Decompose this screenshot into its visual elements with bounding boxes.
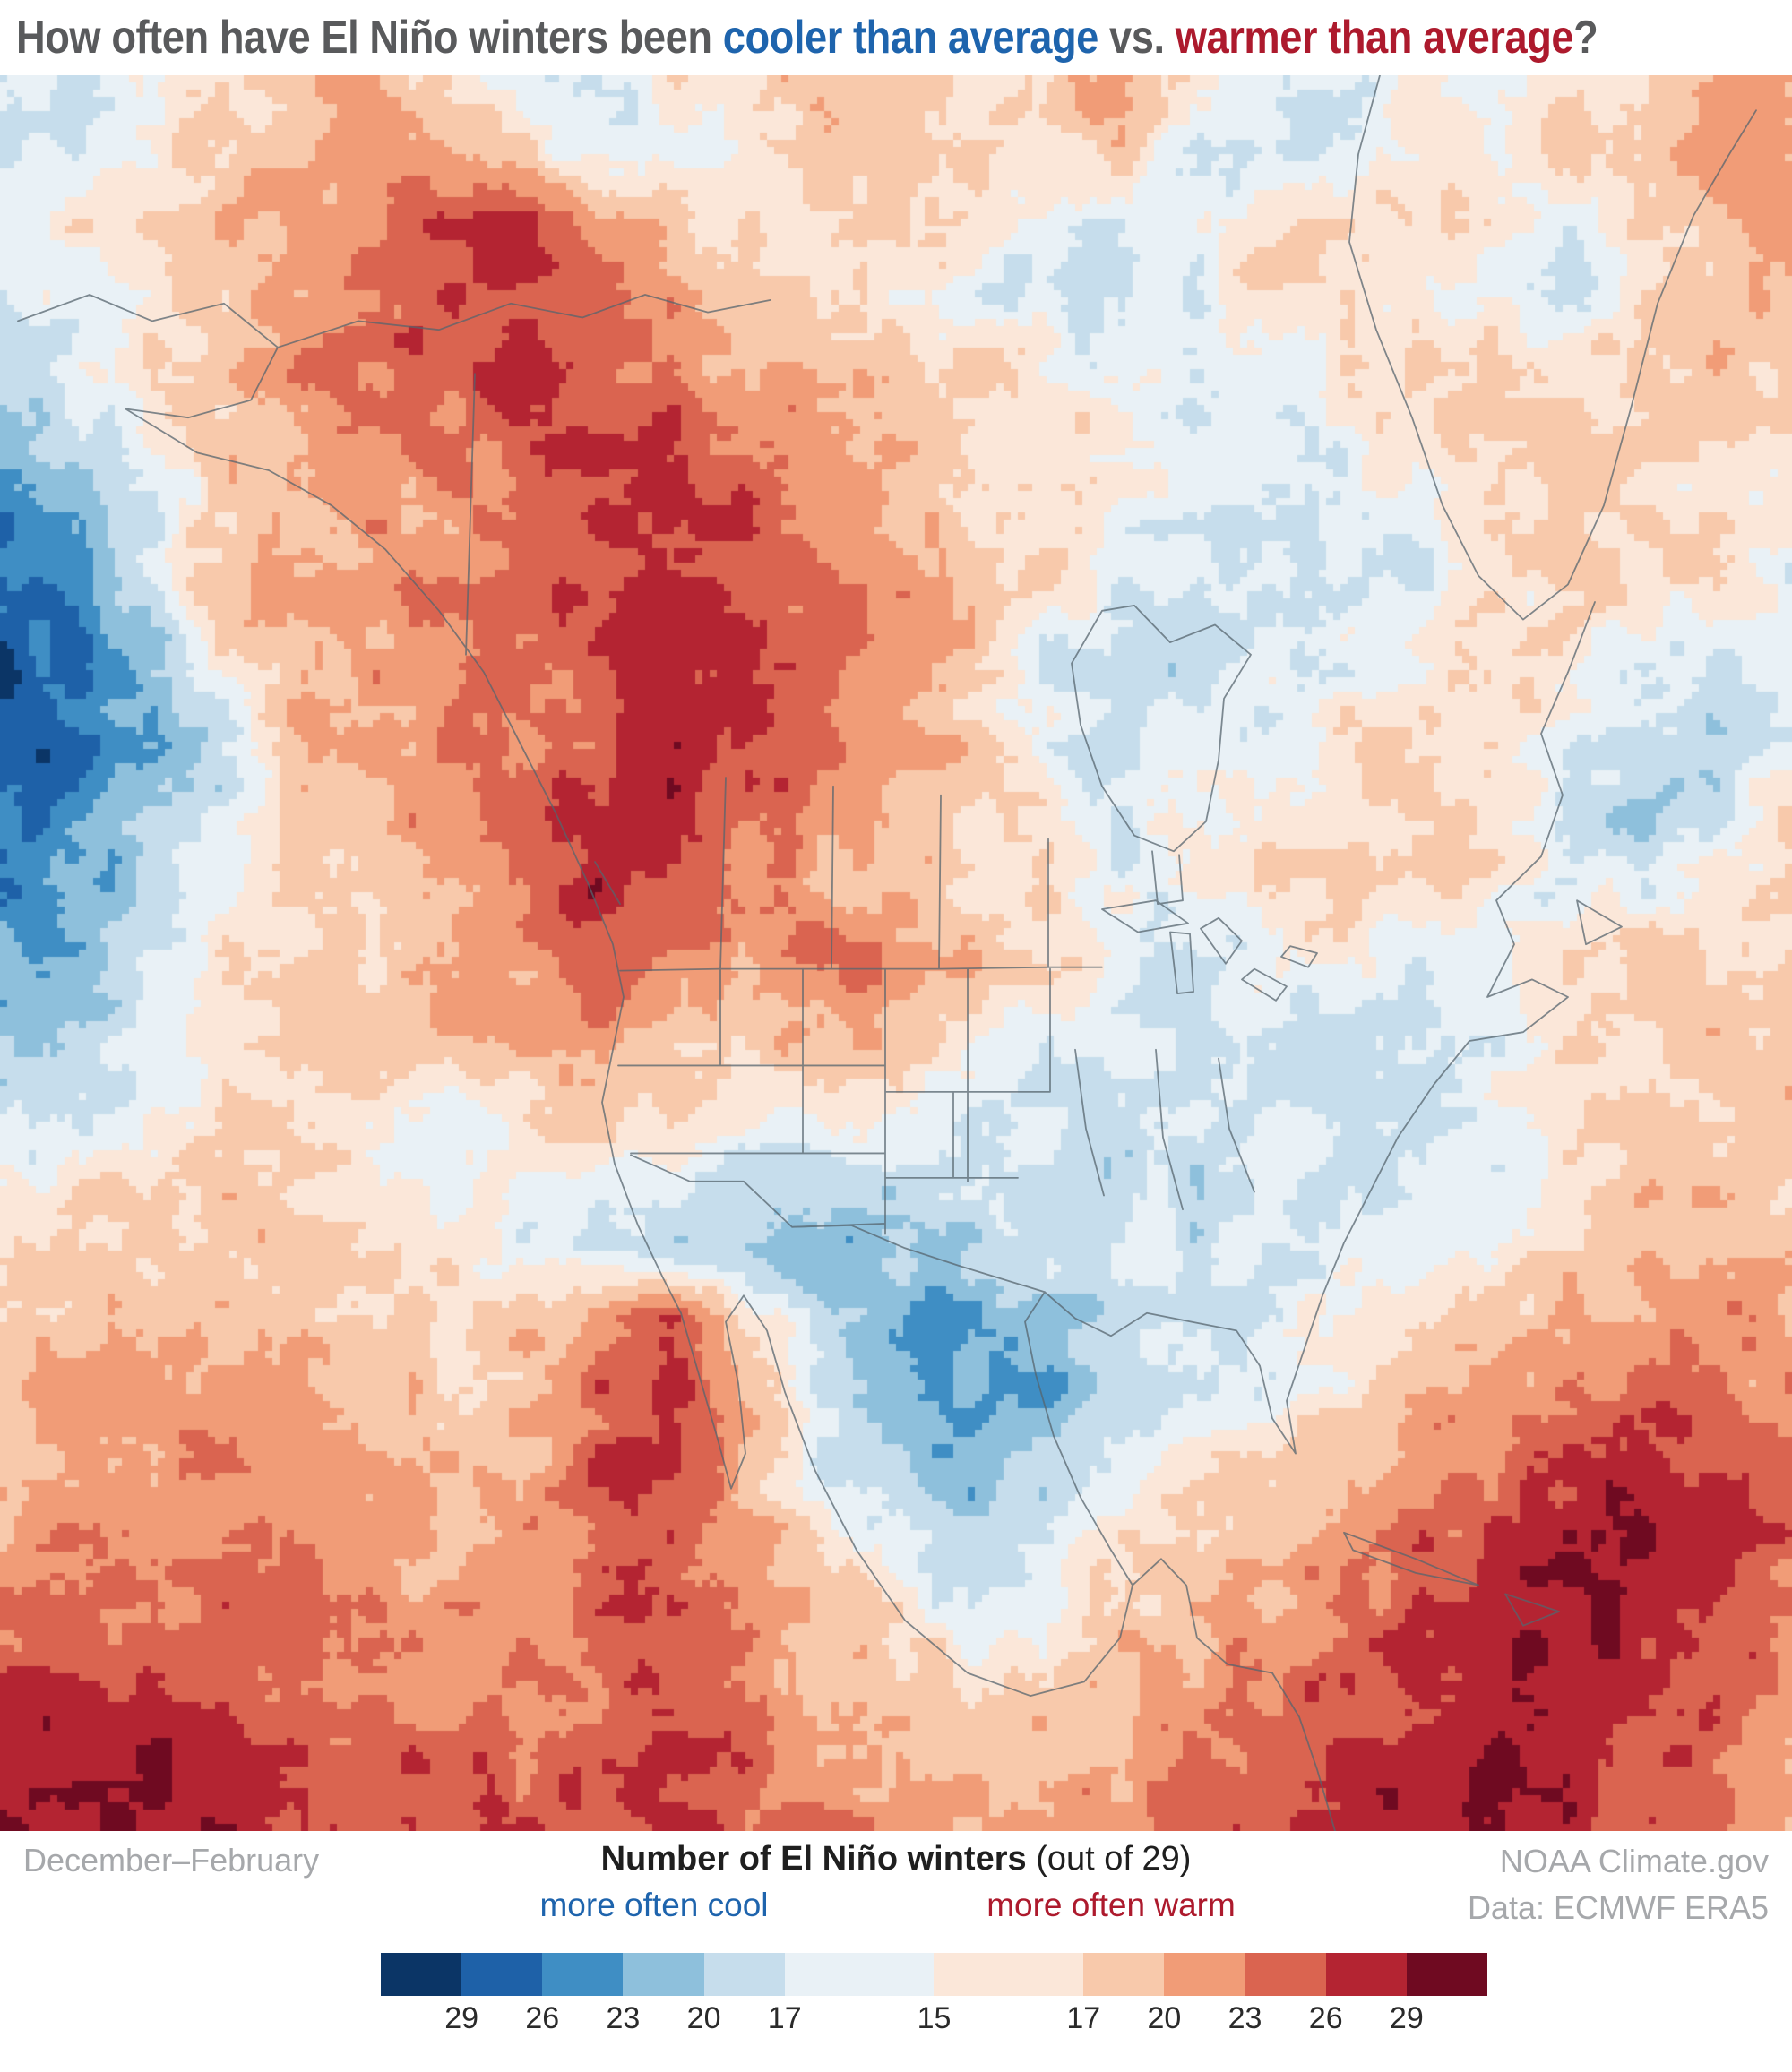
title-part-lead: How often have El Niño winters been	[16, 12, 723, 64]
colorbar-tick-label: 29	[1389, 2001, 1424, 2035]
colorbar-segment	[703, 1953, 785, 1996]
legend-title: Number of El Niño winters (out of 29)	[601, 1840, 1192, 1879]
title-part-vs: vs.	[1098, 12, 1176, 64]
header: How often have El Niño winters been cool…	[0, 0, 1792, 75]
legend-cool-label: more often cool	[539, 1887, 769, 1923]
climate-map-canvas	[0, 75, 1792, 1831]
colorbar-segment	[461, 1953, 543, 1996]
title-part-question-mark: ?	[1573, 12, 1598, 64]
season-label: December–February	[23, 1842, 320, 1879]
credit-data-source: Data: ECMWF ERA5	[1467, 1889, 1769, 1927]
colorbar-tick-label: 15	[917, 2001, 952, 2035]
colorbar-segment	[381, 1953, 462, 1996]
colorbar-tick-label: 17	[767, 2001, 802, 2035]
title-part-warmer: warmer than average	[1175, 12, 1574, 64]
colorbar-segment	[784, 1953, 935, 1996]
vancouver-island-coastline	[595, 862, 620, 904]
climate-map	[0, 75, 1792, 1831]
colorbar-tick-label: 26	[525, 2001, 560, 2035]
west-coastline	[18, 295, 1335, 1831]
greenland-coastline	[1349, 75, 1756, 620]
legend-title-note: (out of 29)	[1026, 1840, 1192, 1878]
colorbar-segment	[1164, 1953, 1245, 1996]
colorbar-ticks: 29 26 23 20 17 15 17 20 23 26 29	[381, 2001, 1487, 2039]
us-mexico-border	[631, 1155, 1045, 1292]
james-bay-coastline	[1152, 851, 1183, 904]
legend-title-bold: Number of El Niño winters	[600, 1840, 1027, 1878]
colorbar-segments	[381, 1953, 1487, 1996]
alaska-canada-border	[466, 374, 475, 655]
colorbar-segment	[542, 1953, 624, 1996]
colorbar-segment	[934, 1953, 1084, 1996]
legend-warm-label: more often warm	[986, 1887, 1236, 1923]
great-lakes-outlines	[1102, 900, 1317, 1001]
source-credits: NOAA Climate.gov Data: ECMWF ERA5	[1468, 1838, 1769, 1931]
legend-footer: December–February Number of El Niño wint…	[0, 1831, 1792, 2072]
colorbar-tick-label: 29	[444, 2001, 479, 2035]
title-part-cooler: cooler than average	[722, 12, 1099, 64]
colorbar-tick-label: 23	[1228, 2001, 1262, 2035]
colorbar-segment	[1245, 1953, 1326, 1996]
credit-noaa: NOAA Climate.gov	[1499, 1843, 1769, 1879]
page-title: How often have El Niño winters been cool…	[16, 11, 1598, 64]
map-borders-overlay	[0, 75, 1792, 1831]
colorbar-tick-label: 20	[1147, 2001, 1182, 2035]
arctic-coastline	[278, 295, 771, 348]
east-gulf-coastline	[1025, 602, 1595, 1586]
colorbar-tick-label: 26	[1308, 2001, 1343, 2035]
colorbar-tick-label: 17	[1066, 2001, 1101, 2035]
colorbar-segment	[1083, 1953, 1165, 1996]
colorbar-tick-label: 23	[606, 2001, 641, 2035]
caribbean-islands-coastline	[1344, 1533, 1559, 1626]
state-province-borders	[618, 778, 1254, 1234]
hudson-bay-coastline	[1072, 606, 1251, 851]
newfoundland-coastline	[1577, 900, 1622, 944]
us-canada-border	[620, 967, 1102, 971]
colorbar-tick-label: 20	[686, 2001, 721, 2035]
colorbar-segment	[1406, 1953, 1487, 1996]
colorbar-segment	[1325, 1953, 1407, 1996]
colorbar-segment	[623, 1953, 704, 1996]
